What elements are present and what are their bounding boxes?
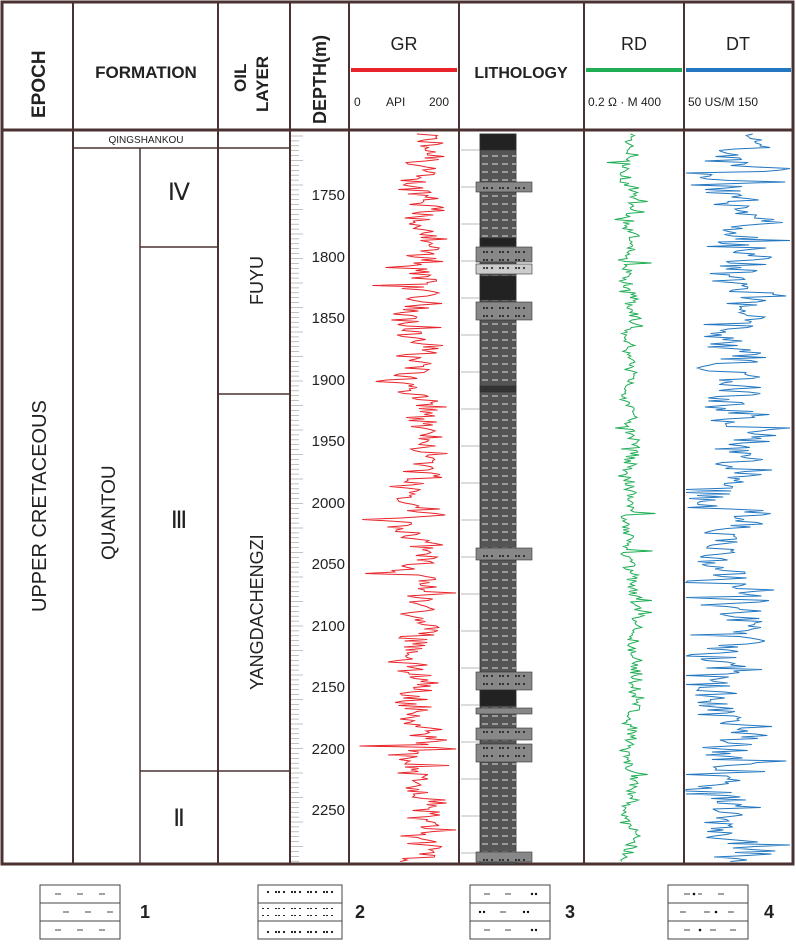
- epoch-label: UPPER CRETACEOUS: [29, 400, 51, 612]
- oil-layer-yangdachengzi: YANGDACHENGZI: [247, 534, 267, 690]
- legend-item-4: 4: [667, 884, 774, 940]
- lithology-column: [461, 133, 533, 865]
- header-oil-layer-2: LAYER: [253, 56, 272, 112]
- depth-label: 2100: [312, 618, 345, 635]
- dt-curve: [684, 133, 791, 862]
- header-epoch: EPOCH: [29, 50, 50, 118]
- header-formation: FORMATION: [95, 63, 197, 82]
- header-dt: DT: [726, 34, 750, 54]
- lithology-sand-dots: [478, 745, 530, 761]
- lithology-sand-dots: [478, 303, 530, 319]
- legend-number-2: 2: [355, 902, 365, 922]
- depth-label: 1900: [312, 372, 345, 389]
- legend: 1 2 3: [39, 884, 774, 940]
- log-frame: [0, 0, 795, 866]
- depth-label: 2250: [312, 802, 345, 819]
- member-ii: Ⅱ: [173, 806, 185, 832]
- gr-curve: [359, 133, 457, 862]
- depth-label: 2000: [312, 495, 345, 512]
- rd-curve: [606, 133, 656, 862]
- depth-tick-marks: [291, 135, 303, 862]
- column-separators: [72, 2, 685, 864]
- gr-scale-min: 0: [354, 95, 361, 109]
- lithology-sand-dots: [478, 265, 530, 273]
- legend-item-2: 2: [257, 884, 365, 940]
- member-iii: Ⅲ: [171, 508, 188, 534]
- oil-layer-fuyu: FUYU: [247, 256, 267, 305]
- depth-label: 2200: [312, 741, 345, 758]
- depth-label: 2050: [312, 556, 345, 573]
- lithology-band: [479, 237, 517, 247]
- lithology-sand-dots: [478, 248, 530, 261]
- rd-scale: 0.2 Ω · M 400: [588, 95, 661, 109]
- depth-label: 1800: [312, 249, 345, 266]
- legend-item-1: 1: [39, 884, 150, 940]
- member-iv: Ⅳ: [168, 180, 190, 206]
- header-lithology: LITHOLOGY: [474, 65, 568, 82]
- header-gr: GR: [391, 34, 418, 54]
- depth-labels: 1750 1800 1850 1900 1950 2000 2050 2100 …: [312, 187, 345, 819]
- formation-quantou: QUANTOU: [99, 465, 120, 560]
- legend-number-3: 3: [565, 902, 575, 922]
- lithology-band: [479, 133, 517, 151]
- lithology-sand-dots: [478, 183, 530, 191]
- formation-qingshankou: QINGSHANKOU: [108, 135, 183, 146]
- header-depth: DEPTH(m): [310, 35, 330, 124]
- lithology-sand-dots: [478, 549, 530, 559]
- header-oil-layer-1: OIL: [231, 64, 250, 92]
- lithology-band: [479, 385, 517, 393]
- lithology-sand-dots: [478, 729, 530, 739]
- depth-label: 2150: [312, 679, 345, 696]
- lithology-sand-dots: [478, 853, 530, 861]
- depth-label: 1750: [312, 187, 345, 204]
- lithology-band: [479, 275, 517, 301]
- depth-label: 1850: [312, 310, 345, 327]
- lithology-band: [479, 689, 517, 707]
- legend-number-4: 4: [764, 902, 774, 922]
- depth-label: 1950: [312, 433, 345, 450]
- lithology-sand-dots: [478, 709, 530, 713]
- gr-scale-unit: API: [386, 95, 405, 109]
- gr-scale-max: 200: [429, 95, 449, 109]
- header-rd: RD: [621, 34, 647, 54]
- dt-scale: 50 US/M 150: [688, 95, 758, 109]
- legend-item-3: 3: [469, 884, 575, 940]
- legend-number-1: 1: [140, 902, 150, 922]
- lithology-sand-dots: [478, 673, 530, 689]
